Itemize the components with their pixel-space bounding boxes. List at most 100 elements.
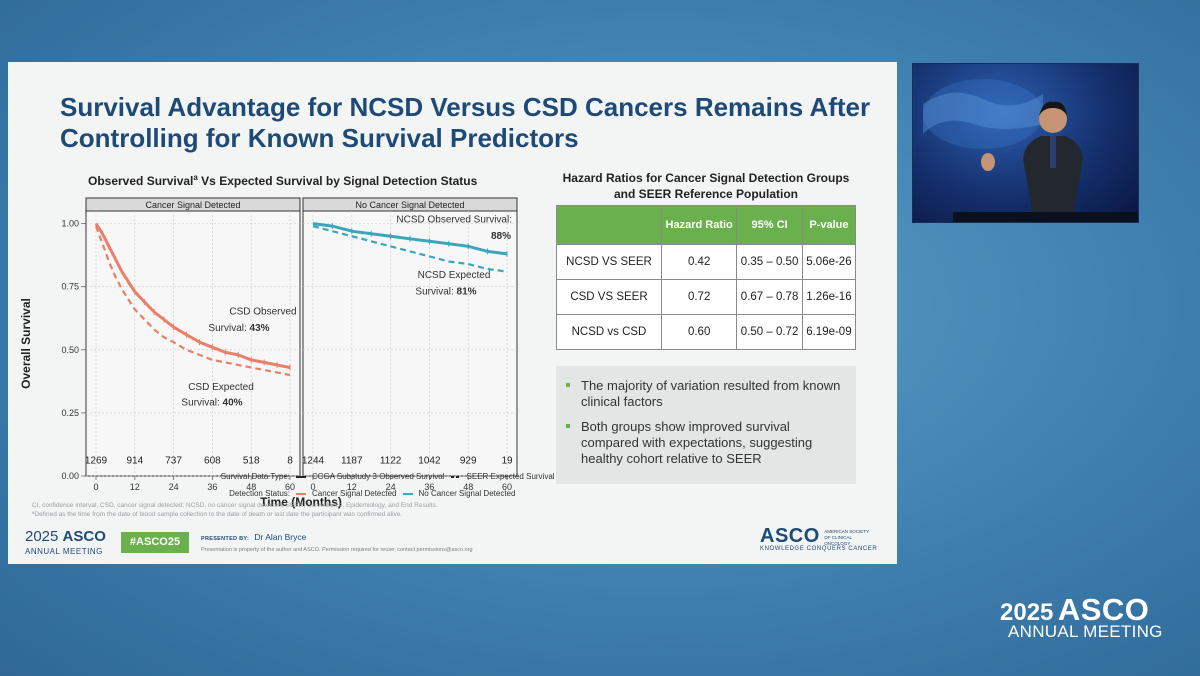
legend-row-detection-status: Detection Status: Cancer Signal Detected…	[218, 485, 555, 502]
hazard-ratio-title: Hazard Ratios for Cancer Signal Detectio…	[562, 171, 850, 201]
legend-label-data-type: Survival Data Type:	[220, 472, 290, 481]
footnote-abbreviations: CI, confidence interval; CSD, cancer sig…	[32, 502, 438, 509]
table-cell: 0.67 – 0.78	[736, 279, 803, 315]
ncsd-color-swatch-icon	[402, 492, 413, 495]
at-risk-count: 1244	[302, 455, 325, 466]
table-cell: 0.50 – 0.72	[736, 314, 803, 350]
asco-tagline: KNOWLEDGE CONQUERS CANCER	[760, 546, 878, 552]
csd-observed-value: 43%	[250, 323, 270, 334]
csd-expected-line	[94, 225, 291, 377]
chart-title-superscript: a	[193, 173, 198, 182]
at-risk-count: 19	[501, 455, 513, 466]
hazard-ratio-table: Hazard Ratio 95% CI P-value NCSD VS SEER…	[556, 205, 857, 350]
world-map-icon	[923, 92, 1043, 134]
table-cell: 5.06e-26	[801, 244, 857, 280]
corner-logo-annual-meeting: ANNUAL MEETING	[1008, 622, 1163, 641]
speaker-hair-icon	[1039, 101, 1067, 116]
table-header-row: Hazard Ratio 95% CI P-value	[556, 205, 857, 245]
asco-annual-meeting-logo: 2025 ASCO ANNUAL MEETING	[25, 528, 106, 558]
y-tick-label: 0.25	[61, 408, 79, 418]
table-row: NCSD VS SEER 0.42 0.35 – 0.50 5.06e-26	[556, 244, 857, 280]
x-tick-label: 0	[93, 482, 98, 492]
csd-expected-value: 40%	[223, 397, 243, 408]
speaker-video-image	[923, 79, 1138, 222]
ncsd-expected-label-line2: Survival: 81%	[415, 286, 476, 297]
legend-label-detection-status: Detection Status:	[229, 489, 290, 498]
table-row: NCSD vs CSD 0.60 0.50 – 0.72 6.19e-09	[556, 314, 857, 350]
at-risk-count: 737	[165, 455, 182, 466]
corner-asco-logo: 2025 ASCO ANNUAL MEETING	[1000, 592, 1163, 642]
speaker-video-feed	[912, 63, 1139, 223]
at-risk-count: 8	[287, 455, 293, 466]
presented-by-label: PRESENTED BY:	[201, 536, 250, 542]
table-header-p-value: P-value	[801, 205, 857, 245]
ncsd-expected-value: 81%	[457, 286, 477, 297]
table-header-empty	[556, 205, 662, 245]
y-tick-label: 1.00	[61, 219, 79, 229]
logo-year: 2025	[25, 528, 59, 545]
asco-society-name: AMERICAN SOCIETY OF CLINICAL ONCOLOGY	[824, 529, 869, 546]
x-tick-label: 48	[246, 482, 256, 492]
chart-title: Observed Survivala Vs Expected Survival …	[88, 173, 477, 188]
logo-annual-meeting: ANNUAL MEETING	[25, 547, 103, 556]
panel-title: Cancer Signal Detected	[145, 200, 240, 210]
speaker-head-icon	[1039, 105, 1067, 133]
csd-observed-label: CSD Observed	[229, 306, 296, 317]
list-item: The majority of variation resulted from …	[566, 378, 844, 410]
table-cell: CSD VS SEER	[556, 279, 662, 315]
y-axis-label: Overall Survival	[19, 298, 33, 389]
csd-expected-label: CSD Expected	[188, 382, 254, 393]
x-tick-label: 24	[386, 482, 396, 492]
x-tick-label: 60	[285, 482, 295, 492]
panel-title: No Cancer Signal Detected	[355, 200, 464, 210]
chart-title-rest: Vs Expected Survival by Signal Detection…	[197, 174, 478, 188]
list-item: Both groups show improved survival compa…	[566, 419, 844, 467]
table-cell: NCSD vs CSD	[556, 314, 662, 350]
table-cell: NCSD VS SEER	[556, 244, 662, 280]
table-header-ci: 95% CI	[736, 205, 803, 245]
table-row: CSD VS SEER 0.72 0.67 – 0.78 1.26e-16	[556, 279, 857, 315]
table-cell: 1.26e-16	[801, 279, 857, 315]
table-cell: 0.42	[660, 244, 738, 280]
chart-title-main: Observed Survival	[88, 174, 194, 188]
legend-item-csd: Cancer Signal Detected	[312, 489, 397, 498]
presenter-name: Dr Alan Bryce	[254, 532, 307, 542]
survival-chart: Overall Survival 0.00 0.25 0.50 0.75 1.00 Canc…	[19, 197, 518, 509]
key-points-list: The majority of variation resulted from …	[556, 366, 856, 467]
asco-brand-name: ASCO	[760, 525, 820, 547]
speaker-hand-icon	[981, 153, 995, 171]
x-tick-label: 0	[310, 482, 315, 492]
key-points-box: The majority of variation resulted from …	[556, 366, 856, 484]
ncsd-expected-label: NCSD Expected	[418, 270, 491, 281]
panel-plot-area	[302, 210, 518, 477]
x-tick-label: 60	[502, 482, 512, 492]
ncsd-observed-value: 88%	[491, 231, 511, 242]
footnote: CI, confidence interval; CSD, cancer sig…	[32, 501, 552, 519]
table-cell: 6.19e-09	[801, 314, 857, 350]
ncsd-expected-line	[312, 225, 508, 273]
chart-legend: Survival Data Type: CCGA Substudy 3 Obse…	[218, 468, 555, 502]
legend-row-data-type: Survival Data Type: CCGA Substudy 3 Obse…	[218, 468, 555, 485]
ncsd-observed-label: NCSD Observed Survival:	[396, 214, 512, 225]
x-tick-label: 12	[130, 482, 140, 492]
csd-observed-label-line2: Survival: 43%	[208, 323, 269, 334]
x-axis-label: Time (Months)	[260, 495, 342, 509]
presenter-info: PRESENTED BY: Dr Alan Bryce Presentation…	[201, 532, 473, 553]
podium-icon	[953, 212, 1138, 222]
table-header-hazard-ratio: Hazard Ratio	[660, 205, 738, 245]
asco-brand-logo: ASCO AMERICAN SOCIETY OF CLINICAL ONCOLO…	[760, 525, 877, 552]
table-cell: 0.60	[660, 314, 738, 350]
logo-asco: ASCO	[62, 528, 106, 545]
corner-logo-year: 2025	[1000, 599, 1054, 626]
presentation-slide: Survival Advantage for NCSD Versus CSD C…	[8, 62, 897, 564]
at-risk-count: 608	[204, 455, 221, 466]
csd-expected-label-line2: Survival: 40%	[181, 397, 242, 408]
legend-item-ncsd: No Cancer Signal Detected	[418, 489, 516, 498]
table-cell: 0.72	[660, 279, 738, 315]
x-tick-label: 36	[207, 482, 217, 492]
x-tick-label: 36	[424, 482, 434, 492]
csd-color-swatch-icon	[296, 492, 306, 495]
y-tick-label: 0.75	[61, 282, 79, 292]
at-risk-count: 1187	[341, 455, 363, 466]
speaker-tie-icon	[1050, 136, 1056, 168]
